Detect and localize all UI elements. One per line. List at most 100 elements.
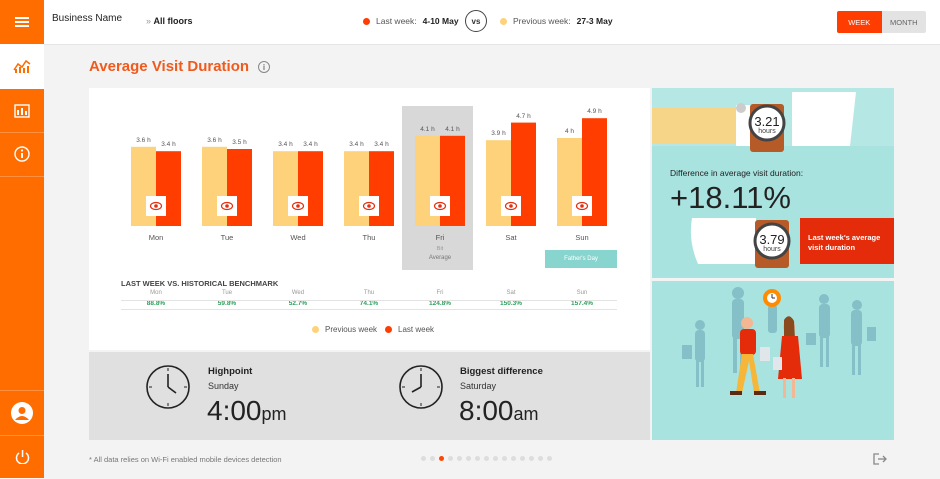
bar-chart — [131, 106, 607, 270]
previous-week-dot — [500, 17, 507, 25]
last-week-dot — [363, 17, 370, 25]
highpoint-time-suffix: pm — [261, 404, 287, 424]
page-dot[interactable] — [538, 456, 543, 461]
eye-pupil — [438, 204, 442, 208]
page-indicator — [421, 456, 552, 461]
page-dot[interactable] — [448, 456, 453, 461]
eye-pupil — [154, 204, 158, 208]
last-week-average-label-line1: Last week's average — [808, 233, 881, 242]
business-name[interactable]: Business Name — [50, 11, 134, 32]
eye-pupil — [225, 204, 229, 208]
data-label-last: 4.7 h — [516, 112, 531, 120]
comparison-panel: 3.21 hours Difference in average visit d… — [652, 88, 894, 278]
eye-icon — [504, 201, 518, 211]
last-week-indicator: Last week: 4-10 May — [363, 16, 459, 26]
benchmark-value: 157.4% — [570, 300, 594, 307]
benchmark-divider — [121, 300, 617, 301]
highpoint-time-value: 4:00 — [207, 395, 262, 426]
page-dot[interactable] — [484, 456, 489, 461]
benchmark-day: Mon — [150, 290, 162, 296]
last-week-label: Last week: — [376, 16, 417, 26]
floor-selector[interactable]: » All floors — [146, 16, 193, 26]
last-week-average-label-line2: visit duration — [808, 243, 856, 252]
benchmark-day: Thu — [363, 290, 375, 296]
highpoint-time: 4:00pm — [207, 395, 287, 427]
data-label-previous: 3.6 h — [207, 136, 222, 144]
previous-week-duration-unit: hours — [758, 128, 776, 135]
page-title: Average Visit Duration — [89, 58, 250, 75]
day-label: Mon — [148, 233, 164, 242]
breadcrumb-separator: » — [146, 16, 152, 26]
biggest-difference-title: Biggest difference — [460, 366, 543, 377]
page-dot[interactable] — [466, 456, 471, 461]
eye-icon — [362, 201, 376, 211]
benchmark-value: 52.7% — [288, 300, 308, 307]
shoppers-illustration — [652, 281, 894, 440]
benchmark-value: 124.8% — [428, 300, 452, 307]
page-dot[interactable] — [529, 456, 534, 461]
footnote: * All data relies on Wi-Fi enabled mobil… — [89, 455, 282, 464]
event-tag[interactable]: Father's Day — [545, 250, 617, 268]
highpoint-day: Sunday — [208, 381, 239, 391]
user-avatar-icon[interactable] — [0, 390, 44, 436]
day-label: Thu — [362, 233, 376, 242]
biggest-difference-time-value: 8:00 — [459, 395, 514, 426]
page-dot[interactable] — [502, 456, 507, 461]
last-week-watch-face: 3.79 hours — [757, 233, 787, 253]
highpoint-clock-icon — [146, 365, 190, 409]
reports-icon[interactable] — [0, 88, 44, 133]
biggest-difference-clock-icon — [399, 365, 443, 409]
eye-pupil — [367, 204, 371, 208]
week-toggle-button[interactable]: WEEK — [837, 11, 882, 33]
previous-week-duration: 3.21 — [754, 114, 780, 129]
page-dot[interactable] — [520, 456, 525, 461]
eye-pupil — [509, 204, 513, 208]
day-label: Tue — [220, 233, 234, 242]
page-dot[interactable] — [457, 456, 462, 461]
previous-week-indicator: Previous week: 27-3 May — [500, 16, 613, 26]
difference-value: +18.11% — [670, 180, 791, 215]
power-icon[interactable] — [0, 434, 44, 479]
benchmark-title: LAST WEEK VS. HISTORICAL BENCHMARK — [121, 279, 279, 288]
biggest-difference-time: 8:00am — [459, 395, 539, 427]
benchmark-value: 150.3% — [499, 300, 523, 307]
data-label-previous: 3.9 h — [491, 130, 506, 138]
benchmark-day: Sun — [576, 290, 588, 296]
benchmark-day: Sat — [506, 290, 516, 296]
highpoint-title: Highpoint — [208, 366, 253, 377]
analytics-icon[interactable] — [0, 44, 44, 89]
previous-week-watch-face: 3.21 hours — [752, 115, 782, 135]
page-dot[interactable] — [430, 456, 435, 461]
day-label: Wed — [290, 233, 306, 242]
page-dot[interactable] — [421, 456, 426, 461]
previous-week-label: Previous week: — [513, 16, 571, 26]
data-label-previous: 4.1 h — [420, 125, 435, 133]
month-toggle-button[interactable]: MONTH — [881, 11, 926, 33]
data-label-previous: 3.4 h — [278, 141, 293, 149]
page-dot[interactable] — [547, 456, 552, 461]
legend-previous-label: Previous week — [325, 325, 378, 334]
legend-last-label: Last week — [398, 325, 435, 334]
wrist-watch-illustration — [652, 88, 894, 268]
page-dot[interactable] — [511, 456, 516, 461]
legend-previous: Previous week — [312, 325, 377, 334]
page-dot[interactable] — [493, 456, 498, 461]
data-label-last: 4.9 h — [587, 108, 602, 116]
info-icon[interactable] — [0, 132, 44, 177]
eye-pupil — [296, 204, 300, 208]
benchmark-value: 74.1% — [359, 300, 379, 307]
page-dot[interactable] — [439, 456, 444, 461]
last-week-duration-unit: hours — [763, 246, 781, 253]
period-toggle: WEEK MONTH — [837, 11, 926, 33]
floor-label: All floors — [153, 16, 193, 26]
sidebar — [0, 0, 44, 479]
eye-icon — [291, 201, 305, 211]
page-dot[interactable] — [475, 456, 480, 461]
benchmark-day: Fri — [436, 290, 444, 296]
benchmark-value: 59.8% — [217, 300, 237, 307]
menu-icon[interactable] — [0, 0, 44, 45]
title-info-icon[interactable]: i — [258, 61, 270, 73]
day-label: Sun — [575, 233, 589, 242]
export-icon[interactable] — [873, 453, 887, 465]
data-label-previous: 4 h — [564, 128, 575, 135]
